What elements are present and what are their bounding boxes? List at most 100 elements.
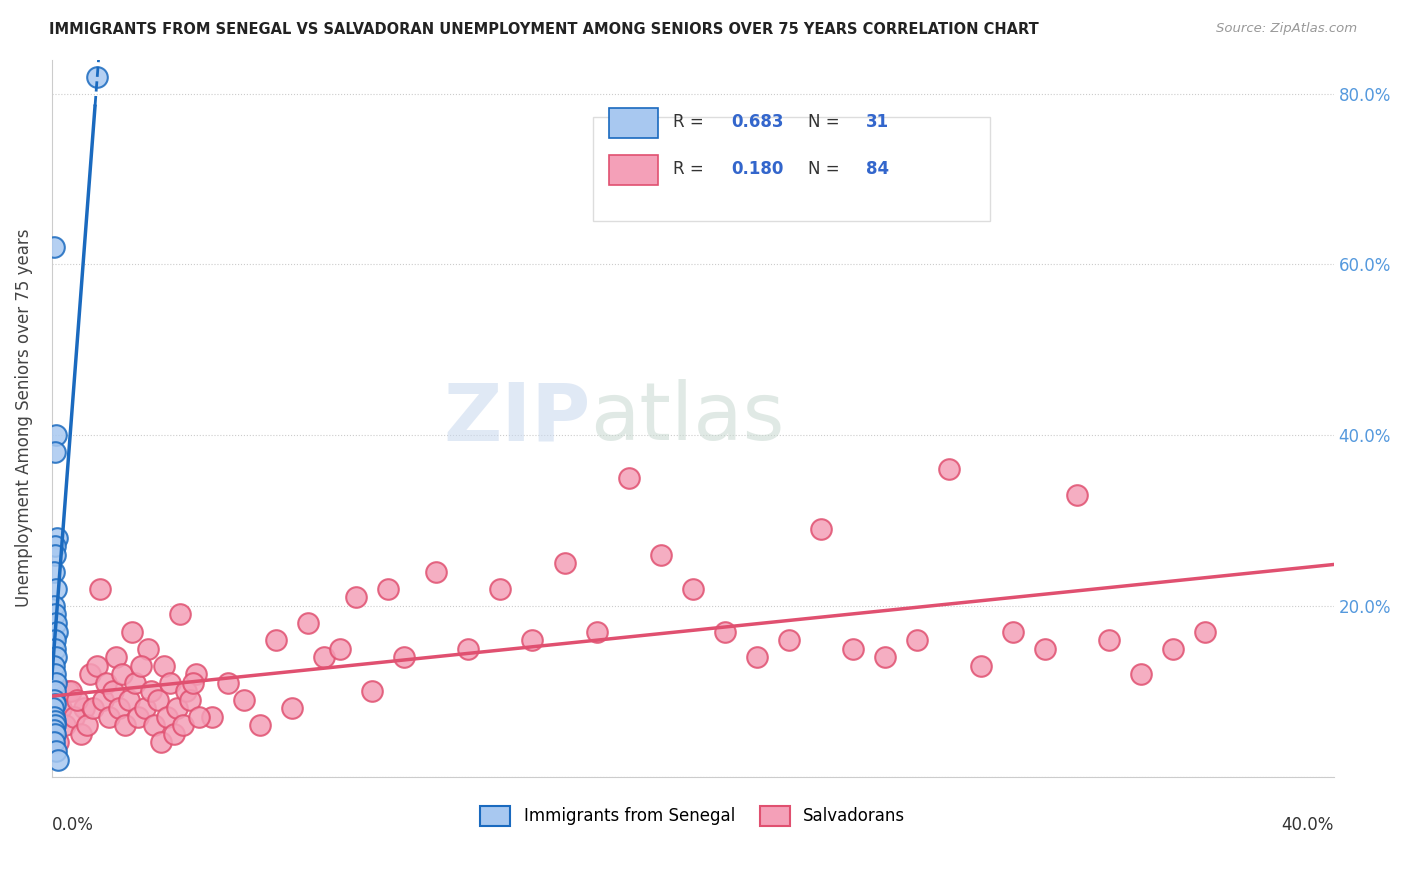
Point: [264, 633, 287, 648]
Point: [169, 607, 191, 622]
Point: [44, 445, 66, 459]
Point: [1033, 641, 1056, 656]
Point: [44, 697, 66, 711]
Point: [1130, 667, 1153, 681]
Point: [713, 624, 735, 639]
Point: [166, 701, 188, 715]
Point: [98, 710, 121, 724]
Point: [104, 650, 127, 665]
Point: [76, 718, 98, 732]
Point: [96, 675, 118, 690]
Point: [86, 658, 108, 673]
Point: [79, 667, 101, 681]
Point: [53, 718, 76, 732]
Point: [73, 701, 96, 715]
Point: [44, 633, 66, 648]
Point: [217, 675, 239, 690]
Point: [842, 641, 865, 656]
Point: [45, 675, 67, 690]
Point: [905, 633, 928, 648]
Point: [42, 701, 65, 715]
Point: [51, 701, 73, 715]
Text: 40.0%: 40.0%: [1281, 816, 1334, 834]
Point: [134, 701, 156, 715]
Point: [938, 462, 960, 476]
Point: [121, 624, 143, 639]
Point: [45, 428, 67, 442]
Point: [970, 658, 993, 673]
Point: [44, 667, 66, 681]
Point: [1194, 624, 1216, 639]
Point: [42, 693, 65, 707]
Point: [101, 684, 124, 698]
Text: N =: N =: [808, 161, 845, 178]
Point: [425, 565, 447, 579]
Point: [118, 693, 141, 707]
Point: [44, 727, 66, 741]
Point: [124, 675, 146, 690]
Text: atlas: atlas: [591, 379, 785, 457]
Y-axis label: Unemployment Among Seniors over 75 years: Unemployment Among Seniors over 75 years: [15, 229, 32, 607]
Point: [1163, 641, 1185, 656]
Point: [69, 727, 91, 741]
Point: [181, 675, 204, 690]
Text: 0.0%: 0.0%: [52, 816, 94, 834]
Point: [873, 650, 896, 665]
Point: [44, 548, 66, 562]
Point: [810, 522, 832, 536]
Point: [1098, 633, 1121, 648]
Point: [44, 607, 66, 622]
Text: IMMIGRANTS FROM SENEGAL VS SALVADORAN UNEMPLOYMENT AMONG SENIORS OVER 75 YEARS C: IMMIGRANTS FROM SENEGAL VS SALVADORAN UN…: [49, 22, 1039, 37]
Text: 0.180: 0.180: [731, 161, 783, 178]
Point: [46, 753, 69, 767]
Point: [45, 531, 67, 545]
Point: [778, 633, 800, 648]
Point: [682, 582, 704, 596]
Point: [42, 723, 65, 737]
FancyBboxPatch shape: [609, 108, 658, 138]
Point: [233, 693, 256, 707]
Point: [172, 718, 194, 732]
Text: R =: R =: [673, 113, 710, 131]
Point: [44, 539, 66, 553]
Point: [281, 701, 304, 715]
Text: ZIP: ZIP: [443, 379, 591, 457]
Point: [66, 693, 89, 707]
Point: [44, 658, 66, 673]
Point: [184, 667, 207, 681]
Point: [44, 240, 66, 254]
Point: [553, 556, 575, 570]
Point: [46, 735, 69, 749]
Point: [44, 718, 66, 732]
Text: N =: N =: [808, 113, 845, 131]
Point: [617, 471, 640, 485]
Point: [44, 735, 66, 749]
FancyBboxPatch shape: [593, 117, 990, 221]
Point: [44, 727, 66, 741]
Point: [45, 624, 67, 639]
Legend: Immigrants from Senegal, Salvadorans: Immigrants from Senegal, Salvadorans: [474, 799, 912, 833]
Point: [111, 667, 134, 681]
Point: [156, 710, 179, 724]
Point: [159, 675, 181, 690]
Point: [131, 658, 153, 673]
Point: [179, 693, 201, 707]
Point: [1066, 488, 1088, 502]
Point: [127, 710, 149, 724]
Point: [745, 650, 768, 665]
Point: [56, 684, 79, 698]
Point: [45, 582, 67, 596]
Point: [44, 710, 66, 724]
Point: [201, 710, 224, 724]
Point: [136, 641, 159, 656]
Point: [91, 693, 114, 707]
Point: [176, 684, 198, 698]
Point: [89, 582, 111, 596]
Text: Source: ZipAtlas.com: Source: ZipAtlas.com: [1216, 22, 1357, 36]
Point: [42, 565, 65, 579]
Point: [149, 735, 172, 749]
Point: [314, 650, 336, 665]
Point: [108, 701, 131, 715]
Point: [489, 582, 512, 596]
Text: 84: 84: [866, 161, 889, 178]
